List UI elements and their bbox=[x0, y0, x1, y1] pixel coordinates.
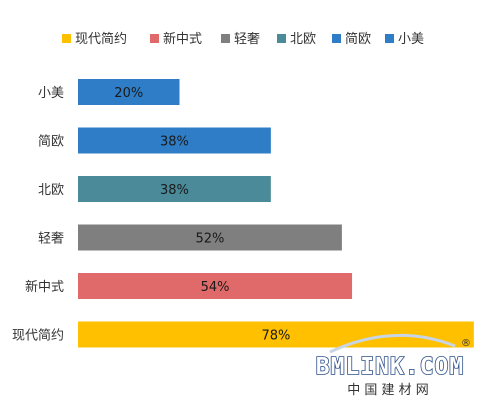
bar-series bbox=[78, 79, 474, 348]
legend-swatch-4 bbox=[277, 34, 286, 43]
legend-label-2: 新中式 bbox=[163, 31, 202, 47]
legend-label-6: 小美 bbox=[398, 32, 424, 47]
category-label-3: 北欧 bbox=[38, 183, 64, 198]
category-label-1: 小美 bbox=[38, 86, 64, 101]
legend-label-4: 北欧 bbox=[290, 32, 316, 47]
bar-value-label-6: 78% bbox=[261, 329, 290, 344]
bar-value-label-1: 20% bbox=[114, 86, 143, 101]
registered-mark: ® bbox=[461, 338, 471, 349]
legend-swatch-1 bbox=[62, 34, 71, 43]
watermark-subtitle: 中 国 建 材 网 bbox=[347, 383, 429, 398]
bar-5 bbox=[78, 273, 353, 299]
legend-swatch-2 bbox=[150, 34, 159, 43]
bar-3 bbox=[78, 176, 271, 202]
legend-swatch-3 bbox=[221, 34, 230, 43]
data-labels: 20% 38% 38% 52% 54% 78% bbox=[114, 86, 290, 344]
legend-label-3: 轻奢 bbox=[234, 32, 260, 47]
legend-swatch-5 bbox=[332, 34, 341, 43]
legend-swatch-6 bbox=[385, 34, 394, 43]
category-label-5: 新中式 bbox=[25, 279, 64, 295]
bar-value-label-3: 38% bbox=[160, 183, 189, 198]
category-label-4: 轻奢 bbox=[38, 232, 64, 247]
bar-1 bbox=[78, 79, 180, 105]
chart-legend: 现代简约 新中式 轻奢 北欧 简欧 小美 bbox=[62, 31, 424, 47]
bar-value-label-4: 52% bbox=[195, 232, 224, 247]
bar-4 bbox=[78, 224, 342, 251]
category-label-2: 简欧 bbox=[38, 134, 64, 150]
legend-label-1: 现代简约 bbox=[75, 31, 127, 47]
legend-label-5: 简欧 bbox=[345, 31, 371, 47]
watermark-swoosh bbox=[329, 333, 456, 354]
watermark: BMLINK.COM 中 国 建 材 网 ® bbox=[315, 333, 471, 398]
bar-value-label-2: 38% bbox=[160, 135, 189, 150]
bar-2 bbox=[78, 127, 271, 154]
category-label-6: 现代简约 bbox=[12, 328, 64, 344]
watermark-brand: BMLINK.COM bbox=[316, 354, 464, 380]
bar-value-label-5: 54% bbox=[201, 280, 230, 295]
